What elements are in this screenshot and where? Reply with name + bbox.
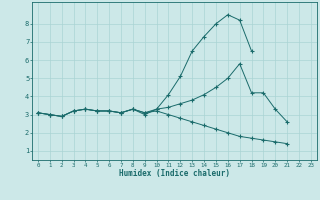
X-axis label: Humidex (Indice chaleur): Humidex (Indice chaleur) [119,169,230,178]
